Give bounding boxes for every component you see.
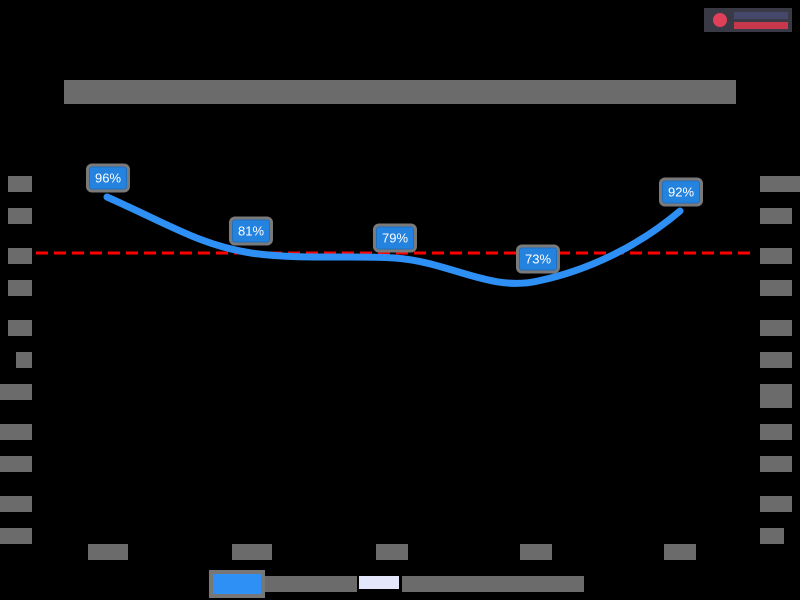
x-tick-label — [664, 544, 696, 560]
y-tick-label — [8, 248, 32, 264]
y-tick-label — [0, 528, 32, 544]
data-label: 79% — [375, 226, 415, 250]
legend-swatch-reference — [358, 575, 400, 590]
x-tick-label — [520, 544, 552, 560]
x-tick-label — [88, 544, 128, 560]
y-tick-label — [8, 320, 32, 336]
legend-label-reference — [402, 576, 584, 592]
x-tick-label — [376, 544, 408, 560]
legend-label-series — [265, 576, 357, 592]
x-tick-label — [232, 544, 272, 560]
data-label: 81% — [231, 219, 271, 243]
y2-tick-label — [760, 384, 792, 408]
y-tick-label — [0, 424, 32, 440]
y2-tick-label — [760, 320, 792, 336]
y-tick-label — [0, 456, 32, 472]
y2-tick-label — [760, 424, 792, 440]
logo-mark-icon — [713, 13, 727, 27]
y2-tick-label — [760, 528, 784, 544]
y-tick-label — [0, 384, 32, 400]
y2-tick-label — [760, 352, 792, 368]
brand-logo — [704, 8, 792, 32]
legend-swatch-series — [213, 574, 261, 594]
y2-tick-label — [760, 496, 792, 512]
legend — [208, 569, 584, 597]
data-label: 92% — [661, 180, 701, 204]
y2-tick-label — [760, 176, 800, 192]
logo-text-top — [734, 12, 788, 19]
y-tick-label — [8, 208, 32, 224]
data-label: 73% — [518, 247, 558, 271]
y-tick-label — [0, 496, 32, 512]
chart-title — [64, 80, 736, 104]
y2-tick-label — [760, 456, 792, 472]
y-tick-label — [8, 280, 32, 296]
data-label: 96% — [88, 166, 128, 190]
series-line — [103, 193, 684, 287]
y-tick-label — [8, 176, 32, 192]
y-tick-label — [16, 352, 32, 368]
logo-text-bottom — [734, 22, 788, 29]
y2-tick-label — [760, 280, 792, 296]
y2-tick-label — [760, 248, 792, 264]
y2-tick-label — [760, 208, 792, 224]
